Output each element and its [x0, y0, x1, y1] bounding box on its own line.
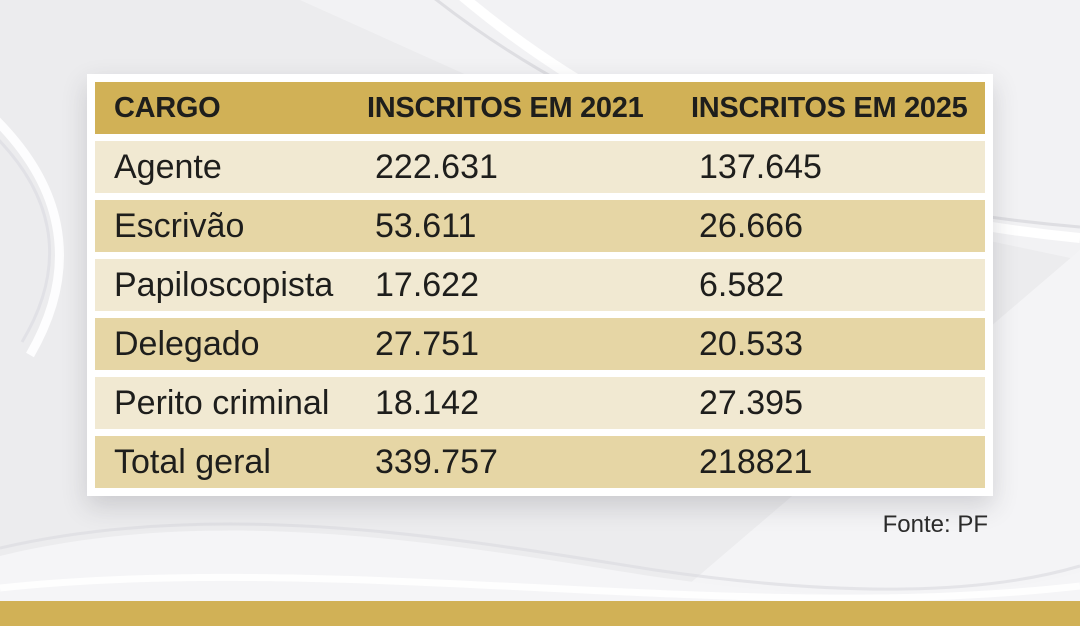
footer-gold-bar: [0, 601, 1080, 626]
cell-cargo: Total geral: [114, 442, 271, 481]
cell-cargo: Perito criminal: [114, 383, 330, 422]
cell-2025: 137.645: [699, 147, 822, 186]
column-header-inscritos-2021: INSCRITOS EM 2021: [367, 91, 644, 124]
source-credit: Fonte: PF: [882, 511, 988, 538]
table-row-escrivao: Escrivão 53.611 26.666: [95, 200, 985, 252]
table-row-agente: Agente 222.631 137.645: [95, 141, 985, 193]
cell-cargo: Agente: [114, 147, 222, 186]
cell-2025: 218821: [699, 442, 813, 481]
table-row-papiloscopista: Papiloscopista 17.622 6.582: [95, 259, 985, 311]
cell-2021: 53.611: [375, 206, 477, 245]
table-header-row: CARGO INSCRITOS EM 2021 INSCRITOS EM 202…: [95, 82, 985, 134]
cell-2021: 27.751: [375, 324, 479, 363]
column-header-cargo: CARGO: [114, 91, 221, 124]
cell-2025: 20.533: [699, 324, 803, 363]
table-row-perito-criminal: Perito criminal 18.142 27.395: [95, 377, 985, 429]
table-row-total-geral: Total geral 339.757 218821: [95, 436, 985, 488]
cell-2021: 17.622: [375, 265, 479, 304]
column-header-inscritos-2025: INSCRITOS EM 2025: [691, 91, 968, 124]
cell-2025: 27.395: [699, 383, 803, 422]
cell-cargo: Delegado: [114, 324, 260, 363]
cell-cargo: Escrivão: [114, 206, 245, 245]
cell-2021: 222.631: [375, 147, 498, 186]
enrollment-table: CARGO INSCRITOS EM 2021 INSCRITOS EM 202…: [87, 74, 993, 496]
cell-2021: 339.757: [375, 442, 498, 481]
table-row-delegado: Delegado 27.751 20.533: [95, 318, 985, 370]
cell-2021: 18.142: [375, 383, 479, 422]
cell-2025: 6.582: [699, 265, 785, 304]
cell-2025: 26.666: [699, 206, 803, 245]
cell-cargo: Papiloscopista: [114, 265, 334, 304]
